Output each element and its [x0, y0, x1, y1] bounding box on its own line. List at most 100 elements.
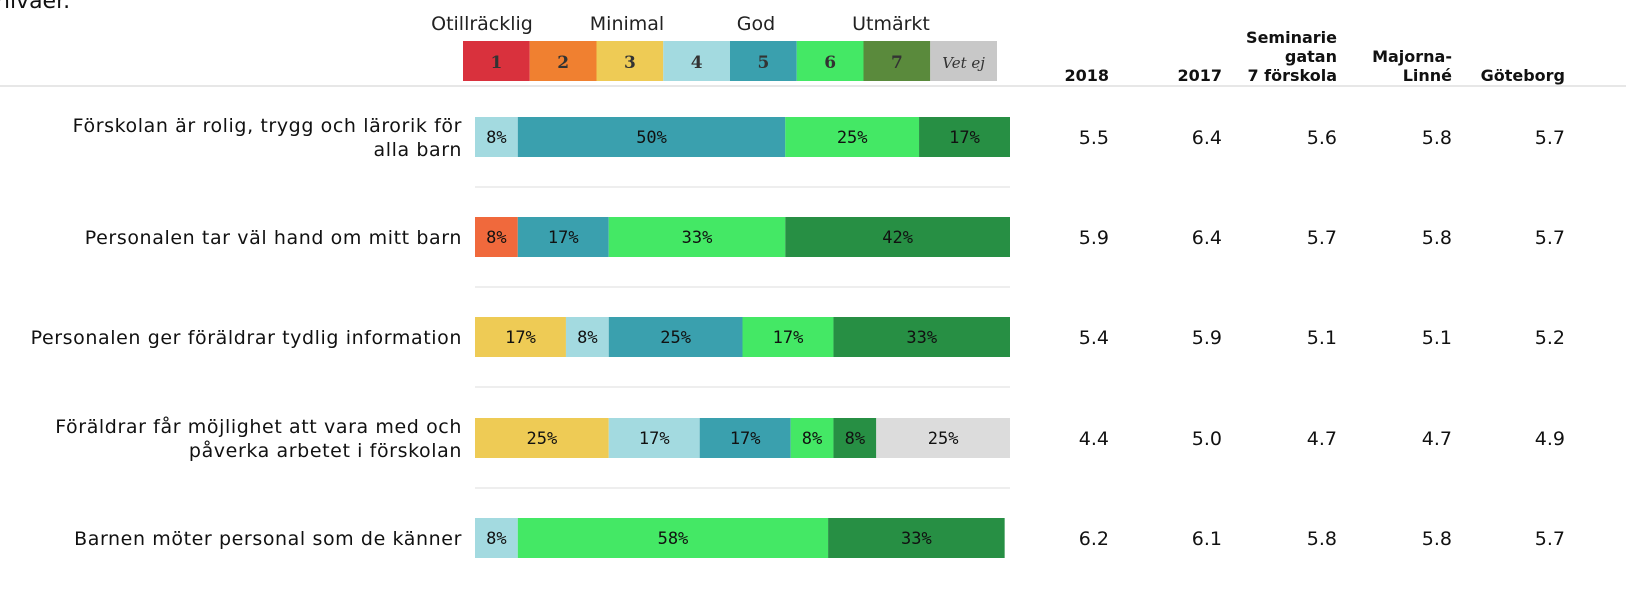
scale-box-6: [796, 41, 864, 81]
scale-box-label: 1: [490, 53, 502, 73]
table-value-goteborg: 4.9: [1535, 428, 1565, 450]
scale-box-label: 2: [557, 53, 569, 73]
bar-segment-7: [919, 117, 1010, 157]
scale-box-label: 5: [757, 53, 769, 73]
bar-data-label: 33%: [906, 328, 937, 348]
scale-box-1: [463, 41, 530, 81]
bar-data-label: 8%: [486, 529, 506, 549]
scale-box-7: [863, 41, 931, 81]
scale-box-label: 7: [891, 53, 903, 73]
bar-data-label: 25%: [837, 128, 868, 148]
category-label: Personalen tar väl hand om mitt barn: [85, 227, 462, 249]
bar-data-label: 8%: [486, 228, 506, 248]
scale-word-god: God: [737, 13, 775, 35]
bar-data-label: 17%: [548, 228, 579, 248]
bar-data-label: 50%: [636, 128, 667, 148]
column-header-seminarie-gatan-7-forskola: Seminarie gatan 7 förskola: [1246, 28, 1337, 85]
bar-data-label: 17%: [639, 429, 670, 449]
column-header-goteborg: Göteborg: [1481, 66, 1565, 85]
bar-segment-6: [517, 518, 829, 558]
bar-data-label: 42%: [882, 228, 913, 248]
column-header-2018: 2018: [1064, 66, 1109, 85]
scale-box-label: 6: [824, 53, 836, 73]
column-header-2017: 2017: [1177, 66, 1222, 85]
scale-box-3: [596, 41, 664, 81]
bar-data-label: 17%: [730, 429, 761, 449]
bar-data-label: 17%: [505, 328, 536, 348]
bar-data-label: 17%: [773, 328, 804, 348]
table-value-goteborg: 5.7: [1535, 227, 1565, 249]
bar-segment-6: [785, 117, 920, 157]
top-cut-text: nivåer.: [0, 0, 70, 14]
table-value-majorna-linne: 4.7: [1422, 428, 1452, 450]
bar-segment-7: [833, 418, 877, 458]
scale-box-label: 4: [691, 53, 703, 73]
column-headers: 2018 2017 Seminarie gatan 7 förskola Majorna-…: [1064, 28, 1565, 85]
scale-word-utmarkt: Utmärkt: [852, 13, 930, 35]
chart-row: Personalen ger föräldrar tydlig informat…: [31, 317, 1565, 357]
bar-data-label: 33%: [682, 228, 713, 248]
bar-data-label: 25%: [928, 429, 959, 449]
bar-segment-2: [475, 217, 518, 257]
bar-data-label: 8%: [845, 429, 865, 449]
table-value-seminarie-gatan-7-forskola: 4.7: [1307, 428, 1337, 450]
bar-segment-4: [608, 418, 700, 458]
table-value-majorna-linne: 5.8: [1422, 528, 1452, 550]
scale-box-label: 3: [624, 53, 636, 73]
bar-segment-6: [790, 418, 834, 458]
scale-word-minimal: Minimal: [590, 13, 664, 35]
category-label: Personalen ger föräldrar tydlig informat…: [31, 327, 462, 349]
table-value-majorna-linne: 5.8: [1422, 227, 1452, 249]
bar-data-label: 58%: [658, 529, 689, 549]
table-value-2018: 5.5: [1079, 127, 1109, 149]
bar-segment-5: [699, 418, 791, 458]
table-value-2017: 5.9: [1192, 327, 1222, 349]
table-value-goteborg: 5.7: [1535, 127, 1565, 149]
table-value-goteborg: 5.2: [1535, 327, 1565, 349]
table-value-majorna-linne: 5.1: [1422, 327, 1452, 349]
bar-segment-4: [475, 117, 518, 157]
bar-data-label: 8%: [802, 429, 822, 449]
table-value-2017: 6.1: [1192, 528, 1222, 550]
scale-box-5: [730, 41, 797, 81]
bar-segment-5: [517, 217, 609, 257]
bar-segment-3: [475, 418, 609, 458]
scale-box-vet-ej: [930, 41, 997, 81]
scale-legend: 1 2 3 4 5 6 7 Vet ej Otillräcklig Minimal God Utmär…: [431, 13, 997, 81]
table-value-2018: 5.9: [1079, 227, 1109, 249]
chart-row: Förskolan är rolig, trygg och lärorik fö…: [73, 115, 1565, 161]
chart-rows: Förskolan är rolig, trygg och lärorik fö…: [31, 115, 1565, 558]
table-value-seminarie-gatan-7-forskola: 5.1: [1307, 327, 1337, 349]
bar-segment-3: [475, 317, 566, 357]
bar-data-label: 8%: [486, 128, 506, 148]
table-value-majorna-linne: 5.8: [1422, 127, 1452, 149]
chart-row: Personalen tar väl hand om mitt barn 8% 17…: [85, 217, 1565, 257]
category-label: Föräldrar får möjlighet att vara med och…: [55, 415, 462, 462]
category-label: Förskolan är rolig, trygg och lärorik fö…: [73, 115, 462, 161]
table-value-seminarie-gatan-7-forskola: 5.6: [1307, 127, 1337, 149]
bar-segment-4: [565, 317, 609, 357]
bar-data-label: 25%: [660, 328, 691, 348]
bar-segment-7: [785, 217, 1010, 257]
bar-data-label: 33%: [901, 529, 932, 549]
chart-row: Föräldrar får möjlighet att vara med och…: [55, 415, 1565, 462]
bar-segment-6: [608, 217, 786, 257]
bar-data-label: 8%: [577, 328, 597, 348]
bar-segment-5: [608, 317, 743, 357]
table-value-goteborg: 5.7: [1535, 528, 1565, 550]
chart-row: Barnen möter personal som de känner 8% 58%…: [74, 518, 1565, 558]
bar-segment-5: [517, 117, 786, 157]
scale-box-label: Vet ej: [942, 54, 985, 72]
scale-box-4: [663, 41, 730, 81]
bar-segment-vet-ej: [876, 418, 1010, 458]
table-value-2017: 5.0: [1192, 428, 1222, 450]
bar-segment-6: [742, 317, 834, 357]
category-label: Barnen möter personal som de känner: [74, 528, 462, 550]
table-value-2018: 6.2: [1079, 528, 1109, 550]
table-value-seminarie-gatan-7-forskola: 5.7: [1307, 227, 1337, 249]
bar-data-label: 17%: [949, 128, 980, 148]
scale-word-otillracklig: Otillräcklig: [431, 13, 533, 35]
bar-segment-4: [475, 518, 518, 558]
bar-segment-7: [833, 317, 1010, 357]
